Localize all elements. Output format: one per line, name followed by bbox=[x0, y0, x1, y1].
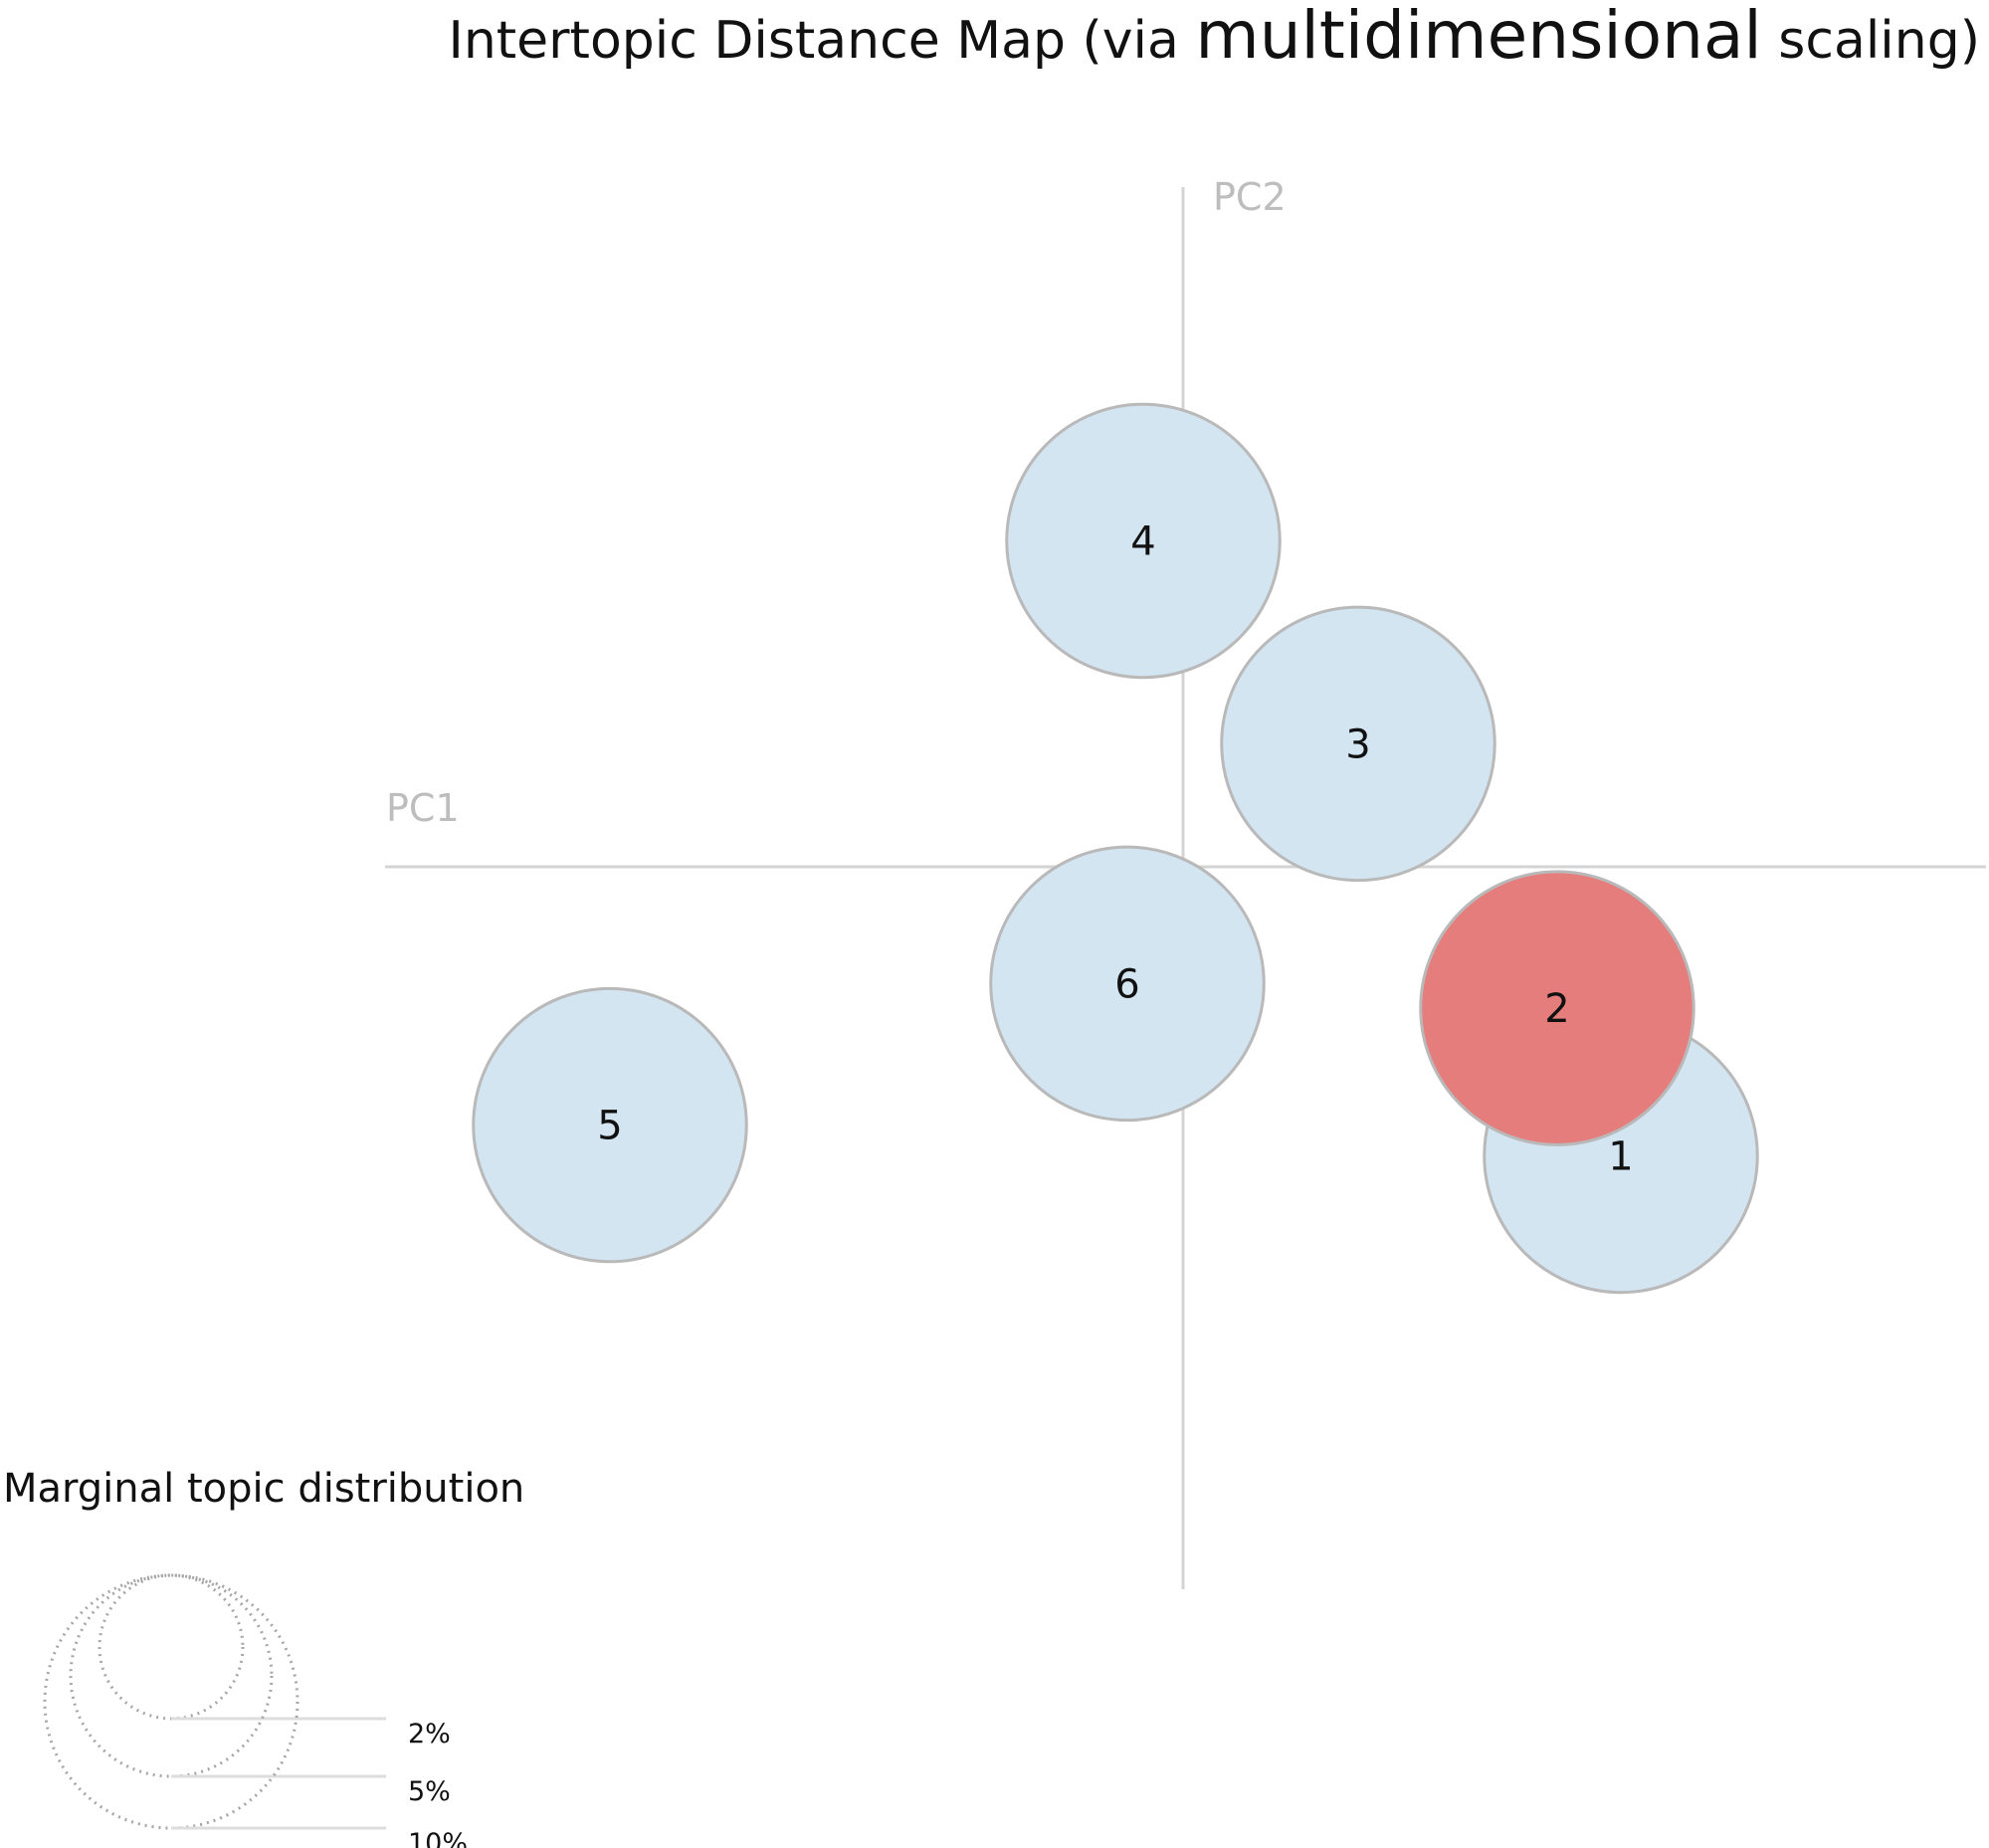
chart-title-part: multidimensional bbox=[1195, 0, 1761, 74]
topic-label-5[interactable]: 5 bbox=[597, 1104, 622, 1149]
topic-label-2[interactable]: 2 bbox=[1544, 986, 1569, 1032]
topic-label-4[interactable]: 4 bbox=[1130, 518, 1155, 564]
legend-label-2: 2% bbox=[408, 1719, 451, 1749]
size-legend: 2% 5% 10% bbox=[43, 1573, 468, 1848]
legend-ring-10 bbox=[43, 1573, 299, 1830]
topic-circle-2[interactable] bbox=[1419, 870, 1695, 1146]
topic-circle-6[interactable] bbox=[989, 845, 1266, 1123]
topic-label-6[interactable]: 6 bbox=[1114, 961, 1139, 1007]
topic-circles: 1 2 3 4 5 6 bbox=[472, 402, 1759, 1295]
chart-title: Intertopic Distance Map (via multidimens… bbox=[449, 0, 1981, 74]
topic-label-3[interactable]: 3 bbox=[1345, 721, 1370, 767]
topic-circle-5[interactable] bbox=[472, 986, 748, 1264]
legend-label-10: 10% bbox=[408, 1828, 468, 1848]
pc1-axis-label: PC1 bbox=[386, 786, 460, 830]
legend-ring-2 bbox=[98, 1573, 245, 1721]
legend-title: Marginal topic distribution bbox=[3, 1466, 524, 1512]
topic-circle-4[interactable] bbox=[1005, 402, 1282, 680]
pc2-axis-label: PC2 bbox=[1213, 175, 1287, 219]
chart-title-part: Intertopic Distance Map (via bbox=[449, 11, 1196, 71]
topic-label-1[interactable]: 1 bbox=[1608, 1133, 1633, 1179]
topic-circle-3[interactable] bbox=[1220, 605, 1496, 883]
legend-label-5: 5% bbox=[408, 1776, 451, 1807]
legend-ring-5 bbox=[69, 1573, 274, 1778]
chart-title-part: scaling) bbox=[1762, 11, 1980, 71]
